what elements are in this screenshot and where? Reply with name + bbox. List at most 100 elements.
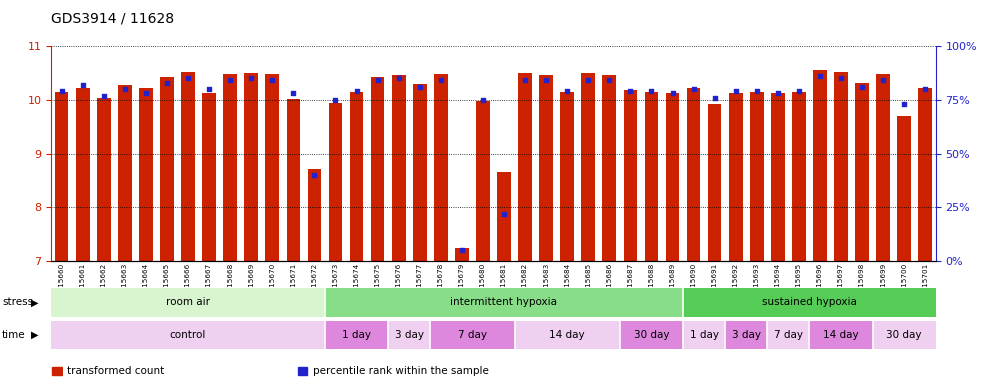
Point xyxy=(896,101,912,107)
Bar xyxy=(897,116,911,261)
Bar xyxy=(792,92,806,261)
Bar xyxy=(308,169,321,261)
Point xyxy=(159,79,175,86)
Bar xyxy=(876,74,890,261)
Bar xyxy=(835,72,848,261)
Text: transformed count: transformed count xyxy=(67,366,164,376)
Point xyxy=(665,90,680,96)
Bar xyxy=(325,288,683,317)
Text: ▶: ▶ xyxy=(31,330,39,340)
Bar xyxy=(55,92,69,261)
Text: percentile rank within the sample: percentile rank within the sample xyxy=(313,366,489,376)
Bar xyxy=(725,321,768,349)
Bar xyxy=(665,93,679,261)
Bar xyxy=(514,321,620,349)
Text: 30 day: 30 day xyxy=(887,330,922,340)
Bar xyxy=(687,88,701,261)
Text: 1 day: 1 day xyxy=(342,330,371,340)
Point xyxy=(475,97,491,103)
Point xyxy=(539,78,554,84)
Bar xyxy=(581,73,595,261)
Text: GDS3914 / 11628: GDS3914 / 11628 xyxy=(51,12,174,25)
Bar xyxy=(388,321,431,349)
Text: intermittent hypoxia: intermittent hypoxia xyxy=(450,297,557,308)
Bar xyxy=(560,92,574,261)
Bar xyxy=(518,73,532,261)
Bar xyxy=(434,74,447,261)
Bar xyxy=(623,90,637,261)
Point xyxy=(75,82,90,88)
Bar xyxy=(160,77,174,261)
Bar xyxy=(603,75,616,261)
Bar xyxy=(139,88,152,261)
Bar xyxy=(497,172,511,261)
Bar xyxy=(750,92,764,261)
Bar xyxy=(855,83,869,261)
Text: 1 day: 1 day xyxy=(690,330,719,340)
Point xyxy=(834,75,849,81)
Text: room air: room air xyxy=(166,297,210,308)
Bar xyxy=(350,92,364,261)
Text: 30 day: 30 day xyxy=(634,330,669,340)
Bar xyxy=(97,98,111,261)
Point xyxy=(202,86,217,92)
Point xyxy=(602,78,617,84)
Point xyxy=(559,88,575,94)
Bar xyxy=(540,74,553,261)
Bar xyxy=(392,74,406,261)
Point xyxy=(917,86,933,92)
Bar xyxy=(768,321,809,349)
Text: 14 day: 14 day xyxy=(823,330,859,340)
Text: 7 day: 7 day xyxy=(774,330,803,340)
Point xyxy=(644,88,660,94)
Bar xyxy=(918,88,932,261)
Point xyxy=(854,84,870,90)
Text: sustained hypoxia: sustained hypoxia xyxy=(762,297,857,308)
Bar xyxy=(181,72,195,261)
Point xyxy=(433,78,448,84)
Bar xyxy=(809,321,873,349)
Text: 7 day: 7 day xyxy=(458,330,487,340)
Bar xyxy=(813,70,827,261)
Bar xyxy=(118,85,132,261)
Text: 14 day: 14 day xyxy=(549,330,585,340)
Point xyxy=(686,86,702,92)
Point xyxy=(285,90,301,96)
Text: control: control xyxy=(170,330,206,340)
Bar xyxy=(708,104,722,261)
Point xyxy=(749,88,765,94)
Point xyxy=(54,88,70,94)
Point xyxy=(580,78,596,84)
Bar xyxy=(298,367,308,375)
Point xyxy=(707,94,723,101)
Text: time: time xyxy=(2,330,26,340)
Bar xyxy=(51,288,325,317)
Bar xyxy=(645,92,659,261)
Bar xyxy=(683,288,936,317)
Text: ▶: ▶ xyxy=(31,297,39,308)
Point xyxy=(517,78,533,84)
Bar xyxy=(873,321,936,349)
Point xyxy=(391,75,407,81)
Bar xyxy=(683,321,725,349)
Point xyxy=(222,78,238,84)
Bar xyxy=(620,321,683,349)
Point xyxy=(412,84,428,90)
Point xyxy=(812,73,828,79)
Point xyxy=(496,211,512,217)
Point xyxy=(264,78,280,84)
Point xyxy=(138,90,153,96)
Bar xyxy=(286,99,300,261)
Point xyxy=(770,90,785,96)
Text: stress: stress xyxy=(2,297,33,308)
Bar xyxy=(371,77,384,261)
Point xyxy=(349,88,365,94)
Bar xyxy=(413,84,427,261)
Point xyxy=(96,93,112,99)
Bar xyxy=(455,248,469,261)
Bar xyxy=(223,74,237,261)
Point xyxy=(244,75,260,81)
Bar xyxy=(52,367,62,375)
Point xyxy=(622,88,638,94)
Bar xyxy=(51,321,325,349)
